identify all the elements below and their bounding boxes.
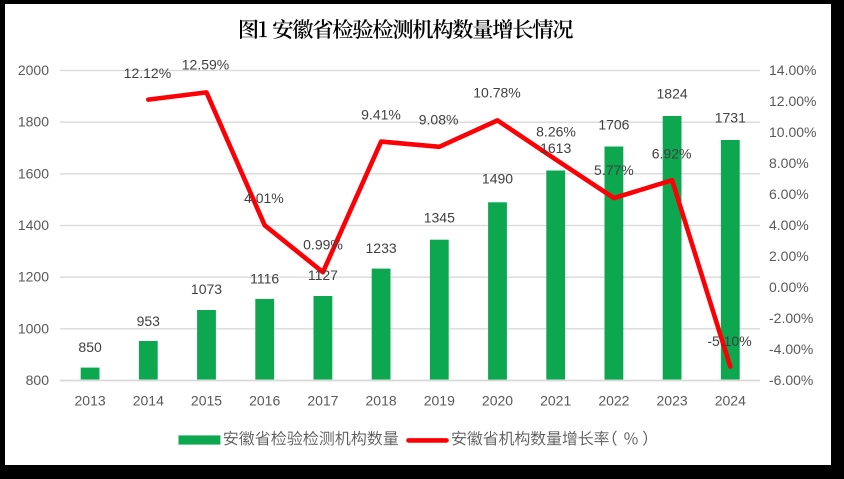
svg-text:1490: 1490 — [482, 171, 513, 187]
svg-text:14.00%: 14.00% — [769, 62, 816, 78]
svg-text:1613: 1613 — [540, 140, 571, 156]
svg-text:2021: 2021 — [540, 392, 571, 408]
svg-text:1731: 1731 — [715, 110, 746, 126]
svg-text:12.00%: 12.00% — [769, 93, 816, 109]
svg-text:12.59%: 12.59% — [182, 56, 229, 72]
svg-text:2018: 2018 — [366, 392, 397, 408]
svg-text:0.00%: 0.00% — [769, 279, 809, 295]
svg-text:9.08%: 9.08% — [419, 112, 459, 128]
svg-text:2.00%: 2.00% — [769, 248, 809, 264]
svg-text:6.00%: 6.00% — [769, 186, 809, 202]
svg-text:8.26%: 8.26% — [536, 124, 576, 140]
svg-text:1824: 1824 — [657, 86, 688, 102]
svg-text:2020: 2020 — [482, 392, 513, 408]
svg-text:2016: 2016 — [249, 392, 280, 408]
svg-text:0.99%: 0.99% — [303, 237, 343, 253]
svg-text:4.00%: 4.00% — [769, 217, 809, 233]
svg-text:2000: 2000 — [18, 62, 49, 78]
svg-text:800: 800 — [26, 372, 50, 388]
svg-text:953: 953 — [137, 313, 161, 329]
svg-text:1000: 1000 — [18, 320, 49, 336]
svg-text:2014: 2014 — [133, 392, 164, 408]
svg-text:2015: 2015 — [191, 392, 222, 408]
svg-text:9.41%: 9.41% — [361, 107, 401, 123]
svg-text:-6.00%: -6.00% — [769, 372, 813, 388]
svg-text:10.00%: 10.00% — [769, 124, 816, 140]
svg-text:1073: 1073 — [191, 281, 222, 297]
svg-text:2023: 2023 — [657, 392, 688, 408]
svg-text:1600: 1600 — [18, 165, 49, 181]
svg-text:10.78%: 10.78% — [473, 84, 520, 100]
svg-text:1116: 1116 — [250, 271, 279, 287]
svg-text:2013: 2013 — [75, 392, 106, 408]
svg-text:850: 850 — [78, 339, 102, 355]
svg-text:1706: 1706 — [598, 117, 629, 133]
svg-text:-4.00%: -4.00% — [769, 341, 813, 357]
svg-text:1400: 1400 — [18, 217, 49, 233]
svg-text:8.00%: 8.00% — [769, 155, 809, 171]
svg-text:2017: 2017 — [307, 392, 338, 408]
svg-text:2024: 2024 — [715, 392, 746, 408]
svg-text:-2.00%: -2.00% — [769, 310, 813, 326]
svg-text:4.01%: 4.01% — [244, 190, 284, 206]
svg-text:-5.10%: -5.10% — [707, 333, 751, 349]
svg-text:5.77%: 5.77% — [594, 162, 634, 178]
svg-text:1200: 1200 — [18, 269, 49, 285]
svg-text:1800: 1800 — [18, 114, 49, 130]
svg-text:2022: 2022 — [598, 392, 629, 408]
svg-text:2019: 2019 — [424, 392, 455, 408]
svg-text:12.12%: 12.12% — [124, 65, 171, 81]
svg-text:1345: 1345 — [424, 210, 455, 226]
svg-text:6.92%: 6.92% — [652, 146, 692, 162]
svg-text:1127: 1127 — [308, 267, 338, 283]
svg-text:1233: 1233 — [366, 240, 397, 256]
